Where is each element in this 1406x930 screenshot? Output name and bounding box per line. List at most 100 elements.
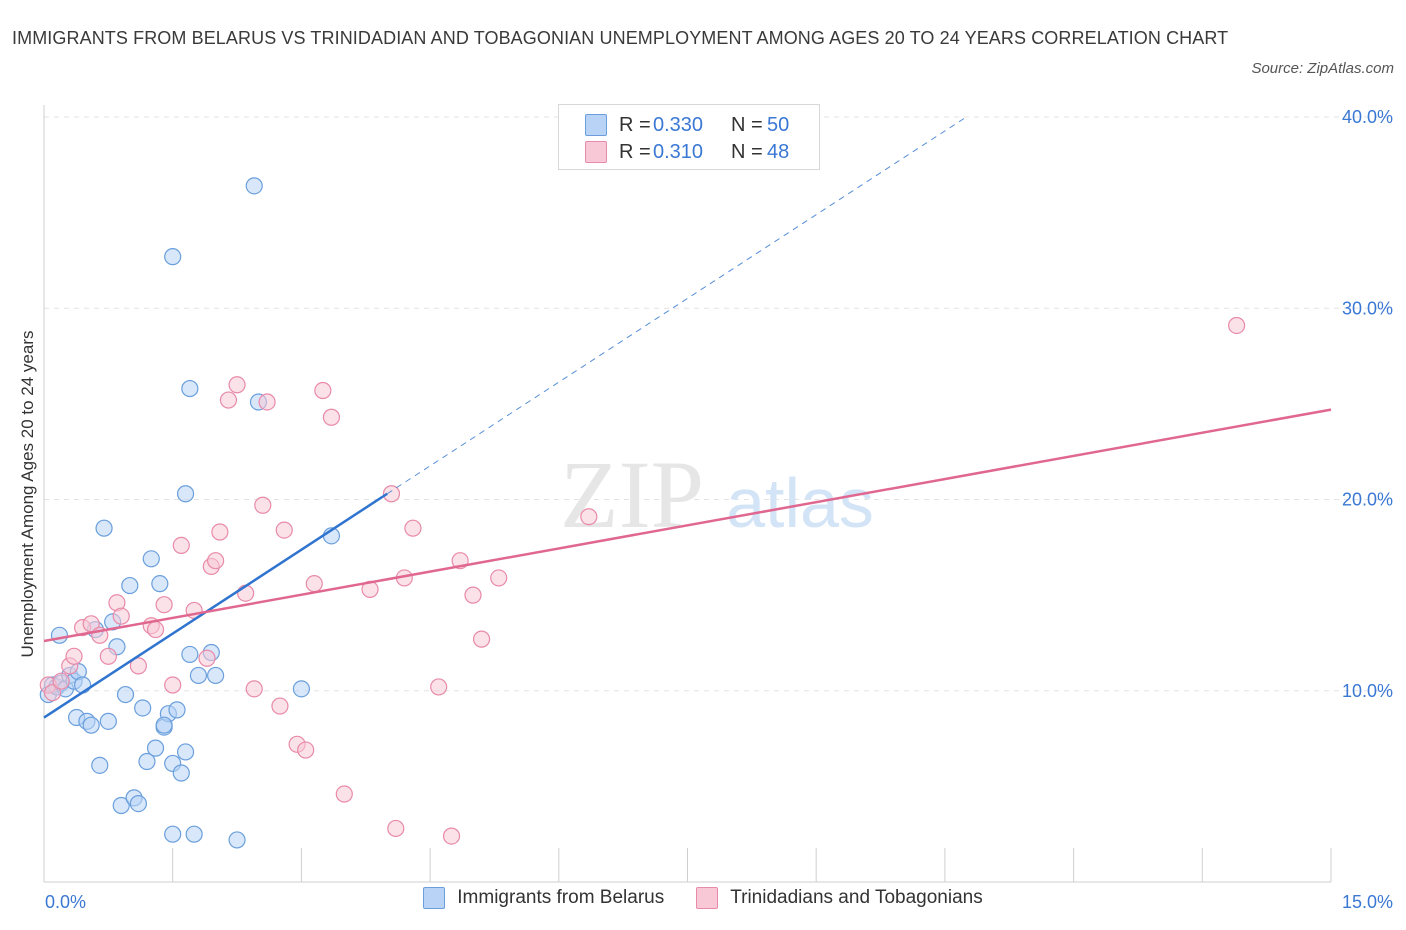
legend-swatch-pink xyxy=(585,141,607,163)
data-point-trinidad xyxy=(99,647,117,665)
data-point-trinidad xyxy=(314,381,332,400)
x-tick-label: 0.0% xyxy=(45,892,86,912)
watermark: ZIP atlas xyxy=(560,441,874,548)
data-point-belarus xyxy=(164,248,182,266)
data-point-trinidad xyxy=(472,630,491,648)
data-point-belarus xyxy=(189,666,208,685)
r-label: R = xyxy=(619,140,651,163)
data-point-trinidad xyxy=(297,741,315,759)
n-label: N = xyxy=(731,140,763,163)
data-point-trinidad xyxy=(219,391,238,409)
n-value: 50 xyxy=(767,113,790,136)
data-point-trinidad xyxy=(271,697,289,715)
y-tick-label: 30.0% xyxy=(1342,298,1393,318)
trend-line-trinidad xyxy=(43,408,1332,643)
x-tick-label: 15.0% xyxy=(1342,892,1393,912)
r-label: R = xyxy=(619,113,651,136)
data-point-trinidad xyxy=(65,647,83,665)
data-point-trinidad xyxy=(207,552,225,570)
data-point-trinidad xyxy=(228,376,246,394)
data-point-trinidad xyxy=(1228,316,1246,335)
data-point-belarus xyxy=(146,739,165,757)
data-point-trinidad xyxy=(172,536,190,555)
data-point-belarus xyxy=(172,764,190,782)
data-point-trinidad xyxy=(164,676,182,694)
data-point-belarus xyxy=(176,743,195,761)
data-point-trinidad xyxy=(305,575,323,593)
data-point-belarus xyxy=(176,485,195,503)
stats-legend: R = 0.330 N = 50 R = 0.310 N = 48 xyxy=(558,104,820,170)
series-legend: Immigrants from Belarus Trinidadians and… xyxy=(0,887,1406,909)
legend-label-belarus: Immigrants from Belarus xyxy=(457,887,665,908)
series-trinidad-points xyxy=(39,316,1246,845)
data-point-belarus xyxy=(91,756,109,774)
data-point-trinidad xyxy=(211,523,229,541)
legend-swatch-pink xyxy=(696,887,719,909)
data-point-trinidad xyxy=(490,569,508,587)
source-label: Source: ZipAtlas.com xyxy=(1251,60,1394,77)
data-point-belarus xyxy=(112,796,130,815)
data-point-belarus xyxy=(121,576,139,595)
data-point-trinidad xyxy=(112,607,130,625)
data-point-trinidad xyxy=(430,678,448,696)
r-value: 0.330 xyxy=(653,113,704,136)
legend-swatch-blue xyxy=(585,114,607,136)
data-point-trinidad xyxy=(43,684,62,702)
data-point-trinidad xyxy=(237,584,255,602)
stats-row-trinidad: R = 0.310 N = 48 xyxy=(585,139,789,165)
data-point-belarus xyxy=(129,794,147,813)
data-point-belarus xyxy=(50,626,69,644)
data-point-trinidad xyxy=(275,521,293,539)
chart-title: IMMIGRANTS FROM BELARUS VS TRINIDADIAN A… xyxy=(12,28,1229,48)
data-point-belarus xyxy=(138,752,156,771)
data-point-belarus xyxy=(74,676,92,694)
axes xyxy=(43,105,1332,883)
data-point-trinidad xyxy=(258,393,276,411)
watermark-atlas: atlas xyxy=(726,464,874,542)
data-point-trinidad xyxy=(387,819,405,838)
legend-swatch-blue xyxy=(423,887,446,909)
data-point-trinidad xyxy=(146,620,165,639)
watermark-zip: ZIP xyxy=(560,441,704,548)
y-tick-label: 40.0% xyxy=(1342,107,1393,127)
data-point-trinidad xyxy=(198,649,216,667)
data-point-belarus xyxy=(181,645,199,664)
data-point-belarus xyxy=(168,701,186,719)
legend-item-trinidad[interactable]: Trinidadians and Tobagonians xyxy=(696,887,983,909)
data-point-trinidad xyxy=(404,519,422,537)
legend-item-belarus[interactable]: Immigrants from Belarus xyxy=(423,887,664,909)
trend-lines xyxy=(43,116,1332,719)
data-point-belarus xyxy=(116,685,135,704)
r-value: 0.310 xyxy=(653,140,704,163)
tick-labels: 10.0% 20.0% 30.0% 40.0% 0.0% 15.0% xyxy=(45,107,1393,912)
data-point-belarus xyxy=(228,831,246,849)
data-point-trinidad xyxy=(442,827,461,845)
data-point-trinidad xyxy=(335,785,353,803)
data-point-trinidad xyxy=(464,586,482,604)
data-point-belarus xyxy=(181,379,199,398)
data-point-trinidad xyxy=(52,672,70,690)
data-point-trinidad xyxy=(382,485,401,503)
n-value: 48 xyxy=(767,140,790,163)
data-point-trinidad xyxy=(580,508,598,526)
data-point-belarus xyxy=(245,177,263,195)
trend-line-belarus-extrapolated xyxy=(386,116,967,495)
data-point-trinidad xyxy=(129,657,147,675)
legend-label-trinidad: Trinidadians and Tobagonians xyxy=(730,887,983,908)
data-point-belarus xyxy=(155,716,173,734)
data-point-belarus xyxy=(142,550,160,568)
y-axis-label: Unemployment Among Ages 20 to 24 years xyxy=(18,330,37,658)
data-point-belarus xyxy=(207,666,225,685)
data-point-trinidad xyxy=(245,680,263,698)
data-point-belarus xyxy=(99,712,117,730)
data-point-belarus xyxy=(82,716,100,734)
data-point-trinidad xyxy=(254,496,272,514)
data-point-belarus xyxy=(292,680,310,698)
stats-row-belarus: R = 0.330 N = 50 xyxy=(585,112,789,138)
data-point-belarus xyxy=(134,699,152,717)
data-point-belarus xyxy=(164,825,182,843)
trend-line-belarus xyxy=(43,492,388,719)
data-point-belarus xyxy=(185,825,203,843)
y-tick-label: 20.0% xyxy=(1342,490,1393,510)
